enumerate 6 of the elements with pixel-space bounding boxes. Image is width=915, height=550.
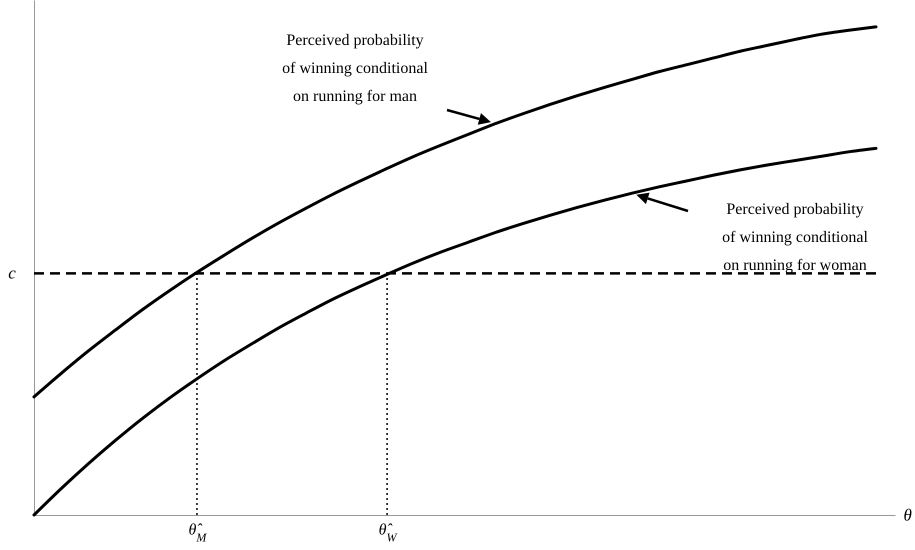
annotation: Perceived probability of winning conditional on running for woman [722, 201, 868, 274]
ref-line-label: c [8, 263, 16, 282]
annotation: Perceived probability of winning conditional on running for man [282, 32, 428, 105]
x-tick-label: θ̂$_{W}$ [378, 522, 398, 544]
x-tick-label: θ̂$_{M}$ [188, 522, 208, 544]
x-axis-title: θ [904, 506, 912, 524]
